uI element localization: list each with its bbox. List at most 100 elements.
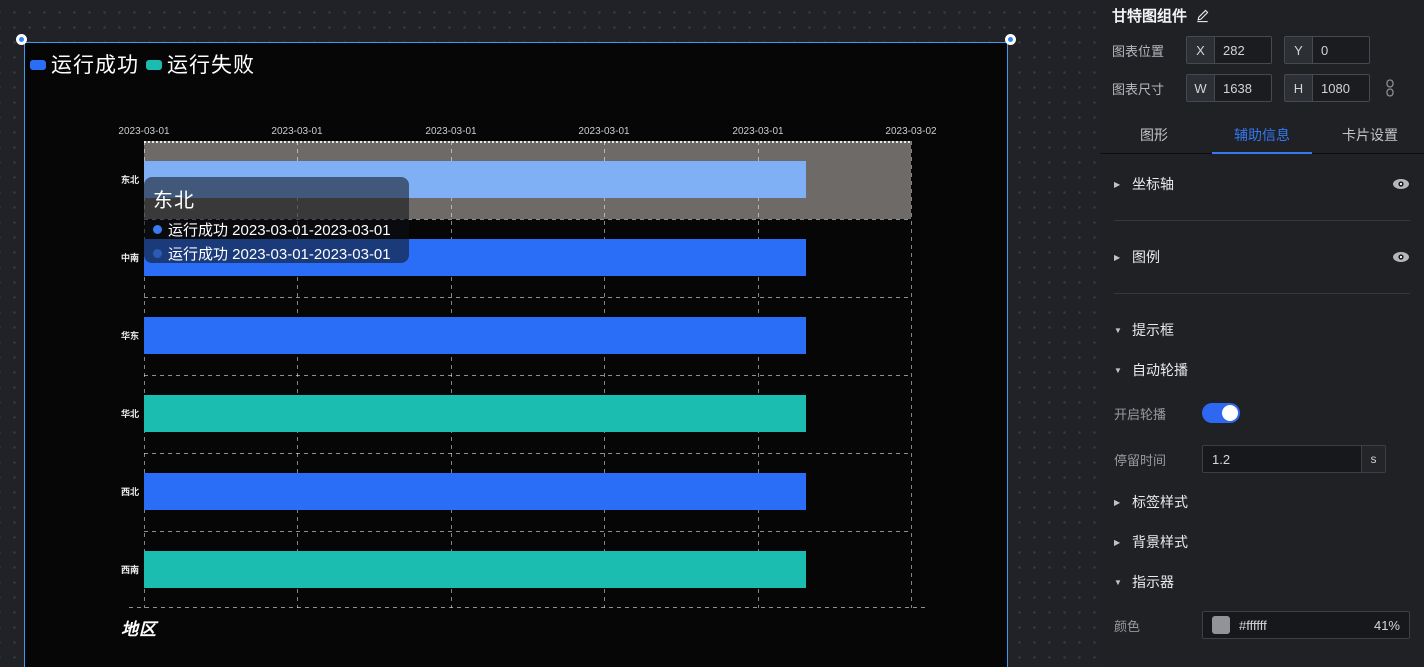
color-hex-value: #ffffff bbox=[1239, 617, 1267, 633]
y-axis-category-label: 中南 bbox=[120, 253, 139, 263]
tooltip-row-text: 运行成功 2023-03-01-2023-03-01 bbox=[168, 222, 391, 239]
field-row-11: 颜色 #ffffff 41% bbox=[1100, 602, 1424, 648]
chart-position-row: 图表位置 X 282 Y 0 bbox=[1100, 36, 1424, 64]
section-label: 标签样式 bbox=[1132, 494, 1188, 510]
chevron-right-icon[interactable]: ▶ bbox=[1114, 252, 1121, 262]
toggle-knob bbox=[1222, 405, 1238, 421]
section-label: 提示框 bbox=[1132, 322, 1174, 338]
panel-tabs: 图形 辅助信息 卡片设置 bbox=[1100, 118, 1424, 154]
legend-label: 运行失败 bbox=[167, 54, 255, 77]
tab-auxiliary-info[interactable]: 辅助信息 bbox=[1208, 118, 1316, 154]
vertical-gridline bbox=[144, 141, 145, 608]
color-opacity-value: 41% bbox=[1373, 617, 1400, 633]
tooltip-series-dot-icon bbox=[153, 225, 162, 234]
field-label: 颜色 bbox=[1114, 618, 1141, 634]
chevron-right-icon[interactable]: ▶ bbox=[1114, 497, 1121, 507]
tooltip-row: 运行成功 2023-03-01-2023-03-01 bbox=[153, 219, 400, 240]
height-field[interactable]: H 1080 bbox=[1284, 74, 1370, 102]
width-input[interactable]: 1638 bbox=[1215, 75, 1271, 101]
horizontal-gridline bbox=[129, 607, 926, 608]
resize-handle-top-right[interactable] bbox=[1005, 34, 1016, 45]
x-key-label: X bbox=[1187, 37, 1215, 63]
section-header-8[interactable]: ▶ 标签样式 bbox=[1100, 482, 1424, 522]
height-key-label: H bbox=[1285, 75, 1313, 101]
legend-item: 运行失败 bbox=[146, 49, 255, 79]
tooltip-rows: 运行成功 2023-03-01-2023-03-01 运行成功 2023-03-0… bbox=[153, 219, 400, 264]
y-axis-category-label: 西北 bbox=[120, 487, 139, 497]
vertical-gridline bbox=[604, 141, 605, 608]
section-label: 指示器 bbox=[1132, 574, 1174, 590]
gantt-chart-component[interactable]: 运行成功 运行失败 2023-03-01 2023-03-01 2023-03-01 2… bbox=[16, 34, 1016, 667]
chevron-down-icon[interactable]: ▼ bbox=[1114, 325, 1122, 335]
legend-item: 运行成功 bbox=[30, 49, 139, 79]
tab-graphic[interactable]: 图形 bbox=[1140, 127, 1168, 143]
eye-visibility-icon[interactable] bbox=[1392, 251, 1410, 263]
gantt-bar[interactable] bbox=[144, 395, 806, 432]
y-position-field[interactable]: Y 0 bbox=[1284, 36, 1370, 64]
indicator-color-picker[interactable]: #ffffff 41% bbox=[1202, 611, 1410, 639]
carousel-toggle[interactable] bbox=[1202, 403, 1240, 423]
eye-visibility-icon[interactable] bbox=[1392, 178, 1410, 190]
legend-label: 运行成功 bbox=[51, 54, 139, 77]
section-header-0[interactable]: ▶ 坐标轴 bbox=[1100, 164, 1424, 204]
gantt-bar[interactable] bbox=[144, 551, 806, 588]
x-position-field[interactable]: X 282 bbox=[1186, 36, 1272, 64]
width-key-label: W bbox=[1187, 75, 1215, 101]
chevron-down-icon[interactable]: ▼ bbox=[1114, 365, 1122, 375]
section-header-10[interactable]: ▼ 指示器 bbox=[1100, 562, 1424, 602]
y-key-label: Y bbox=[1285, 37, 1313, 63]
gantt-bar[interactable] bbox=[144, 473, 806, 510]
legend-swatch-icon bbox=[146, 60, 162, 70]
editor-canvas[interactable]: 运行成功 运行失败 2023-03-01 2023-03-01 2023-03-01 2… bbox=[0, 0, 1100, 667]
chart-legend: 运行成功 运行失败 bbox=[30, 49, 255, 79]
duration-input[interactable]: 1.2 s bbox=[1202, 445, 1386, 473]
section-label: 图例 bbox=[1132, 249, 1160, 265]
vertical-gridline bbox=[911, 141, 912, 608]
tooltip-row: 运行成功 2023-03-01-2023-03-01 bbox=[153, 243, 400, 264]
y-axis-category-label: 东北 bbox=[120, 175, 139, 185]
y-axis-category-label: 华东 bbox=[120, 331, 139, 341]
horizontal-gridline bbox=[144, 531, 911, 532]
section-header-4[interactable]: ▼ 提示框 bbox=[1100, 310, 1424, 350]
legend-swatch-icon bbox=[30, 60, 46, 70]
chart-position-label: 图表位置 bbox=[1112, 43, 1165, 59]
y-axis-category-label: 西南 bbox=[120, 565, 139, 575]
chart-tooltip: 东北 运行成功 2023-03-01-2023-03-01 运行成功 2023-0… bbox=[144, 177, 409, 263]
x-axis-tick-label: 2023-03-01 bbox=[732, 126, 784, 137]
horizontal-gridline bbox=[144, 219, 911, 220]
chevron-down-icon[interactable]: ▼ bbox=[1114, 577, 1122, 587]
resize-handle-top-left[interactable] bbox=[16, 34, 27, 45]
aspect-ratio-link-icon[interactable] bbox=[1384, 79, 1396, 97]
horizontal-gridline bbox=[144, 297, 911, 298]
section-header-5[interactable]: ▼ 自动轮播 bbox=[1100, 350, 1424, 390]
chart-size-label: 图表尺寸 bbox=[1112, 81, 1165, 97]
chevron-right-icon[interactable]: ▶ bbox=[1114, 537, 1121, 547]
chevron-right-icon[interactable]: ▶ bbox=[1114, 179, 1121, 189]
vertical-gridline bbox=[758, 141, 759, 608]
vertical-gridline bbox=[297, 141, 298, 608]
color-swatch[interactable] bbox=[1212, 616, 1230, 634]
edit-pencil-icon[interactable] bbox=[1195, 8, 1210, 23]
y-axis-category-label: 华北 bbox=[120, 409, 139, 419]
tooltip-series-dot-icon bbox=[153, 249, 162, 258]
chart-size-row: 图表尺寸 W 1638 H 1080 bbox=[1100, 74, 1424, 102]
section-header-2[interactable]: ▶ 图例 bbox=[1100, 237, 1424, 277]
category-axis-title: 地区 bbox=[121, 620, 157, 639]
x-axis-tick-label: 2023-03-01 bbox=[425, 126, 477, 137]
y-position-input[interactable]: 0 bbox=[1313, 37, 1369, 63]
x-axis-tick-label: 2023-03-01 bbox=[578, 126, 630, 137]
width-field[interactable]: W 1638 bbox=[1186, 74, 1272, 102]
tab-card-settings[interactable]: 卡片设置 bbox=[1342, 127, 1398, 143]
panel-body: ▶ 坐标轴 ▶ 图例 ▼ 提示框 ▼ 自动轮播 开启轮播 停留时间 1.2 s ▶ 标签样式 ▶ 背景样式 ▼ 指… bbox=[1100, 154, 1424, 648]
horizontal-gridline bbox=[144, 453, 911, 454]
height-input[interactable]: 1080 bbox=[1313, 75, 1369, 101]
x-position-input[interactable]: 282 bbox=[1215, 37, 1271, 63]
gantt-bar[interactable] bbox=[144, 317, 806, 354]
tooltip-row-text: 运行成功 2023-03-01-2023-03-01 bbox=[168, 246, 391, 263]
section-header-9[interactable]: ▶ 背景样式 bbox=[1100, 522, 1424, 562]
section-label: 自动轮播 bbox=[1132, 362, 1188, 378]
horizontal-gridline bbox=[144, 375, 911, 376]
x-axis-tick-label: 2023-03-01 bbox=[118, 126, 170, 137]
duration-unit-label: s bbox=[1361, 446, 1385, 472]
duration-value[interactable]: 1.2 bbox=[1212, 451, 1231, 467]
